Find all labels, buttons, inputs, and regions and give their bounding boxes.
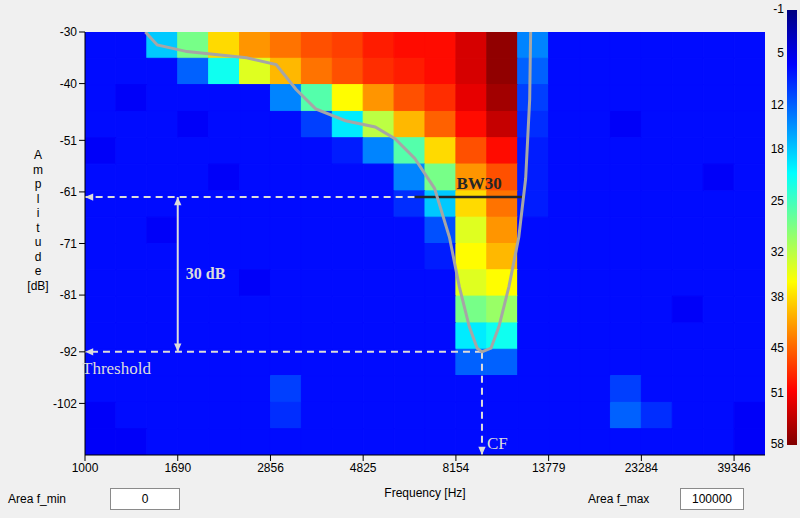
html-text:e: e [34, 264, 42, 278]
svg-text:8154: 8154 [443, 461, 470, 475]
svg-text:-61: -61 [60, 185, 78, 199]
svg-text:1000: 1000 [72, 461, 99, 475]
svg-text:45: 45 [771, 341, 785, 355]
svg-text:-92: -92 [60, 345, 78, 359]
svg-text:5: 5 [777, 46, 784, 60]
html-text:Area f_max: Area f_max [588, 492, 650, 506]
html-text:i: i [36, 206, 40, 220]
html-text:0: 0 [141, 492, 149, 506]
svg-text:1690: 1690 [164, 461, 191, 475]
svg-text:Threshold: Threshold [82, 359, 151, 378]
svg-text:CF: CF [487, 434, 508, 453]
svg-text:4825: 4825 [350, 461, 377, 475]
svg-text:12: 12 [771, 98, 785, 112]
svg-text:30 dB: 30 dB [186, 265, 226, 282]
svg-text:58: 58 [771, 437, 785, 451]
svg-text:23284: 23284 [625, 461, 659, 475]
html-text:[dB]: [dB] [27, 278, 49, 293]
svg-text:39346: 39346 [717, 461, 751, 475]
html-text:Area f_min: Area f_min [8, 492, 66, 506]
svg-text:-30: -30 [60, 25, 78, 39]
svg-text:38: 38 [771, 290, 785, 304]
html-text:A: A [34, 148, 42, 162]
svg-text:-81: -81 [60, 288, 78, 302]
svg-text:13779: 13779 [532, 461, 566, 475]
html-text:l: l [36, 191, 40, 206]
svg-text:18: 18 [771, 142, 785, 156]
html-text:t: t [36, 220, 40, 235]
html-text:m: m [33, 162, 43, 177]
html-text:d: d [34, 249, 42, 264]
svg-text:51: 51 [771, 386, 785, 400]
svg-text:25: 25 [771, 194, 785, 208]
html-text:Frequency [Hz]: Frequency [Hz] [384, 486, 466, 500]
html-text:u: u [34, 235, 42, 249]
html-text:p: p [34, 177, 42, 191]
svg-text:-102: -102 [53, 397, 77, 411]
svg-text:-1: -1 [773, 2, 784, 16]
html-text:100000: 100000 [692, 492, 732, 506]
svg-text:-40: -40 [60, 77, 78, 91]
svg-text:2856: 2856 [257, 461, 284, 475]
svg-text:32: 32 [771, 245, 785, 259]
svg-text:-51: -51 [60, 134, 78, 148]
svg-text:-71: -71 [60, 237, 78, 251]
svg-text:BW30: BW30 [457, 174, 502, 193]
